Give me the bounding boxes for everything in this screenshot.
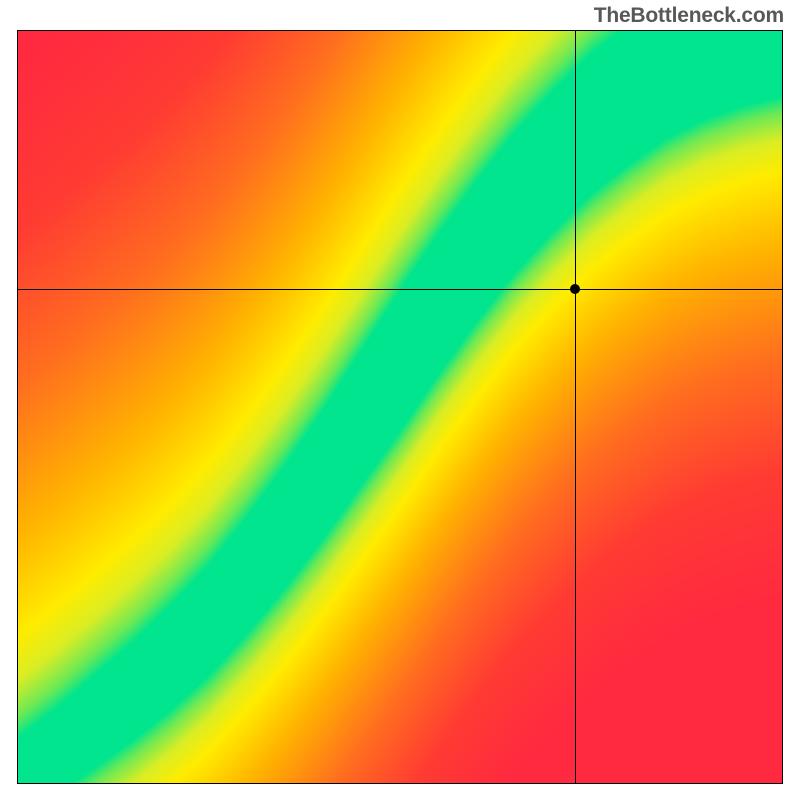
watermark-text: TheBottleneck.com xyxy=(594,4,784,28)
crosshair-horizontal xyxy=(18,289,782,290)
heatmap-plot xyxy=(17,30,783,784)
crosshair-vertical xyxy=(575,31,576,783)
crosshair-marker xyxy=(570,284,580,294)
heatmap-canvas xyxy=(18,31,782,783)
